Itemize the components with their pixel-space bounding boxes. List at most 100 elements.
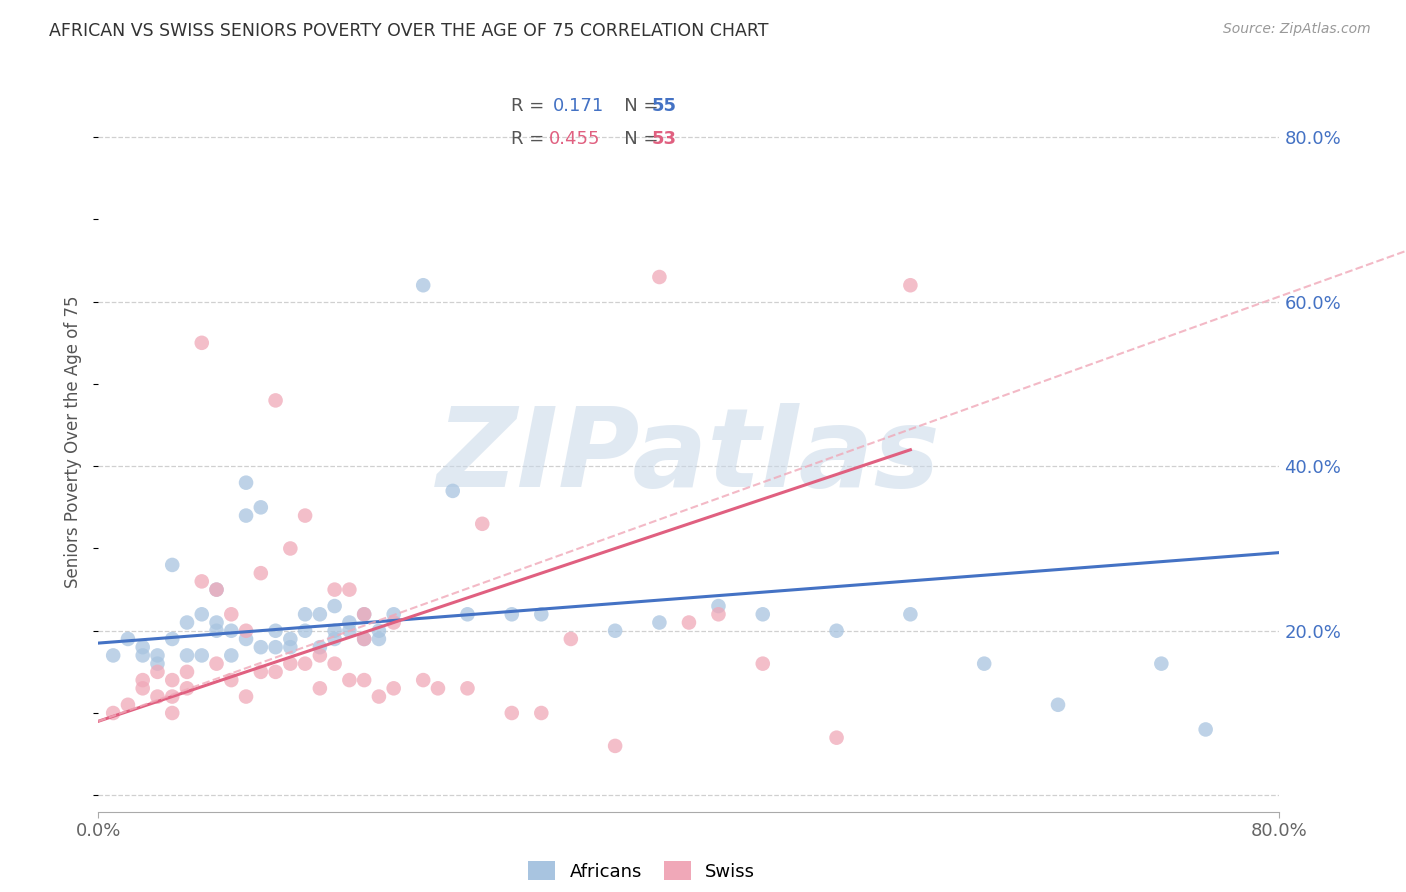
Point [309, 640, 332, 655]
Point [471, 516, 494, 531]
Point [250, 566, 273, 581]
Point [219, 648, 242, 663]
Point [501, 706, 523, 720]
Point [382, 607, 405, 622]
Point [250, 500, 273, 515]
Point [235, 475, 257, 490]
Point [1195, 723, 1218, 737]
Point [707, 599, 730, 613]
Point [250, 665, 273, 679]
Point [456, 607, 478, 622]
Point [235, 624, 257, 638]
Text: 53: 53 [651, 130, 676, 148]
Point [132, 681, 155, 696]
Point [278, 640, 302, 655]
Point [973, 657, 995, 671]
Point [339, 673, 360, 687]
Point [900, 278, 922, 293]
Point [162, 673, 183, 687]
Point [176, 615, 198, 630]
Point [250, 640, 273, 655]
Point [103, 648, 125, 663]
Point [205, 582, 228, 597]
Text: 0.455: 0.455 [548, 130, 600, 148]
Point [103, 706, 125, 720]
Point [278, 541, 302, 556]
Point [191, 607, 214, 622]
Point [176, 681, 198, 696]
Point [132, 648, 155, 663]
Point [146, 657, 169, 671]
Point [205, 657, 228, 671]
Point [707, 607, 730, 622]
Text: N =: N = [606, 96, 664, 115]
Point [353, 632, 375, 646]
Point [309, 681, 332, 696]
Point [132, 673, 155, 687]
Point [427, 681, 450, 696]
Point [368, 632, 391, 646]
Point [648, 270, 671, 285]
Point [235, 508, 257, 523]
Point [353, 632, 375, 646]
Point [323, 632, 346, 646]
Point [825, 731, 848, 745]
Legend: Africans, Swiss: Africans, Swiss [522, 854, 762, 888]
Point [751, 607, 773, 622]
Point [219, 673, 242, 687]
Point [205, 624, 228, 638]
Point [278, 632, 302, 646]
Point [530, 607, 553, 622]
Point [412, 278, 434, 293]
Point [1150, 657, 1173, 671]
Point [339, 615, 360, 630]
Point [294, 508, 316, 523]
Point [191, 648, 214, 663]
Point [648, 615, 671, 630]
Point [205, 615, 228, 630]
Point [382, 681, 405, 696]
Point [456, 681, 478, 696]
Point [117, 632, 139, 646]
Point [162, 558, 183, 572]
Point [117, 698, 139, 712]
Point [560, 632, 582, 646]
Point [309, 648, 332, 663]
Text: R =: R = [510, 130, 550, 148]
Point [162, 690, 183, 704]
Point [278, 657, 302, 671]
Text: N =: N = [606, 130, 664, 148]
Point [1046, 698, 1069, 712]
Point [353, 607, 375, 622]
Text: 0.171: 0.171 [553, 96, 605, 115]
Point [294, 624, 316, 638]
Point [605, 739, 627, 753]
Point [825, 624, 848, 638]
Text: 55: 55 [651, 96, 676, 115]
Point [530, 706, 553, 720]
Point [353, 607, 375, 622]
Point [353, 673, 375, 687]
Point [294, 657, 316, 671]
Point [501, 607, 523, 622]
Point [382, 615, 405, 630]
Point [368, 690, 391, 704]
Point [146, 690, 169, 704]
Point [751, 657, 773, 671]
Point [339, 624, 360, 638]
Point [323, 599, 346, 613]
Point [323, 657, 346, 671]
Point [219, 624, 242, 638]
Point [162, 706, 183, 720]
Point [219, 607, 242, 622]
Point [264, 640, 287, 655]
Point [176, 665, 198, 679]
Point [132, 640, 155, 655]
Point [323, 624, 346, 638]
Text: ZIPatlas: ZIPatlas [437, 403, 941, 510]
Point [235, 690, 257, 704]
Point [294, 607, 316, 622]
Point [264, 393, 287, 408]
Point [191, 335, 214, 350]
Point [368, 624, 391, 638]
